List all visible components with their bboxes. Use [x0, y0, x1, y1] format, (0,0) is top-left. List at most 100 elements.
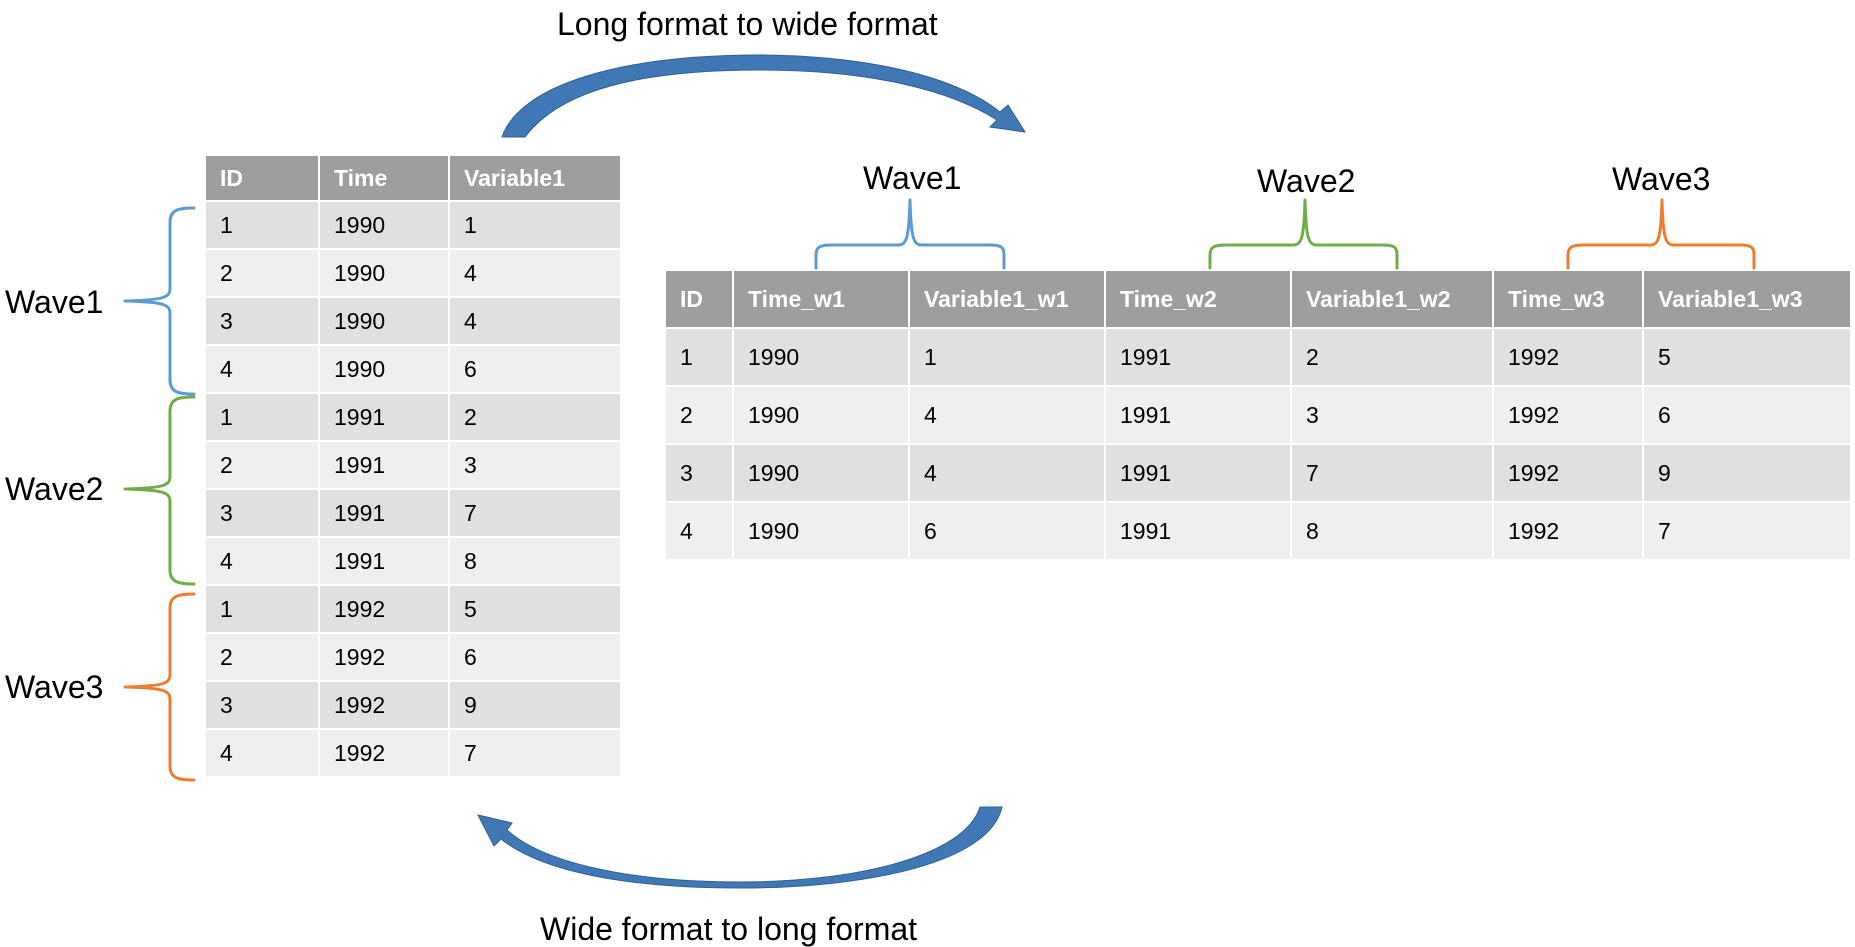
wide-table-row: 1 1990 1 1991 2 1992 5: [666, 329, 1850, 385]
long-format-table: ID Time Variable1 1 1990 1 2 1990 4 3 1990 4 4 199…: [204, 154, 622, 778]
wide-table-cell: 4: [910, 445, 1104, 501]
wide-table-cell: 6: [910, 503, 1104, 559]
wide-table-cell: 2: [1292, 329, 1492, 385]
brace-wave3-wide-icon: [1566, 198, 1756, 270]
long-table-cell: 3: [206, 298, 318, 344]
long-table-cell: 1990: [320, 298, 448, 344]
wide-table-cell: 9: [1644, 445, 1850, 501]
wide-header-time-w2: Time_w2: [1106, 271, 1290, 327]
wide-table-cell: 1992: [1494, 329, 1642, 385]
wave1-label-long: Wave1: [5, 284, 104, 320]
long-table-cell: 3: [206, 490, 318, 536]
arrow-wide-to-long-icon: [477, 806, 1003, 889]
long-table-cell: 2: [206, 634, 318, 680]
wide-table-cell: 8: [1292, 503, 1492, 559]
wide-table-cell: 5: [1644, 329, 1850, 385]
long-table-cell: 1: [450, 202, 620, 248]
wide-table-cell: 7: [1292, 445, 1492, 501]
long-table-cell: 1992: [320, 634, 448, 680]
long-table-row: 1 1992 5: [206, 586, 620, 632]
long-header-time: Time: [320, 156, 448, 200]
long-table-cell: 1991: [320, 490, 448, 536]
wide-table-row: 2 1990 4 1991 3 1992 6: [666, 387, 1850, 443]
wide-table-cell: 4: [910, 387, 1104, 443]
long-header-variable1: Variable1: [450, 156, 620, 200]
wide-table-cell: 1992: [1494, 387, 1642, 443]
long-table-cell: 4: [206, 538, 318, 584]
wave2-label-wide: Wave2: [1257, 163, 1356, 199]
caption-wide-to-long: Wide format to long format: [540, 911, 918, 947]
wide-table-cell: 1990: [734, 329, 908, 385]
wide-table-cell: 1990: [734, 445, 908, 501]
wide-table-cell: 6: [1644, 387, 1850, 443]
long-table-cell: 4: [450, 250, 620, 296]
long-table-cell: 6: [450, 346, 620, 392]
long-table-row: 2 1990 4: [206, 250, 620, 296]
long-table-row: 3 1990 4: [206, 298, 620, 344]
wide-table-cell: 4: [666, 503, 732, 559]
wide-table-cell: 7: [1644, 503, 1850, 559]
long-table-cell: 1991: [320, 394, 448, 440]
wide-table-cell: 1991: [1106, 503, 1290, 559]
wide-table-cell: 1990: [734, 387, 908, 443]
long-table-cell: 1991: [320, 538, 448, 584]
long-header-id: ID: [206, 156, 318, 200]
wide-format-table: ID Time_w1 Variable1_w1 Time_w2 Variable…: [664, 269, 1852, 561]
long-table-row: 1 1990 1: [206, 202, 620, 248]
long-table-row: 1 1991 2: [206, 394, 620, 440]
long-table-cell: 5: [450, 586, 620, 632]
long-table-cell: 7: [450, 730, 620, 776]
wide-table-cell: 2: [666, 387, 732, 443]
wave2-label-long: Wave2: [5, 471, 104, 507]
long-table-row: 4 1991 8: [206, 538, 620, 584]
wide-table-cell: 1: [910, 329, 1104, 385]
long-table-cell: 2: [450, 394, 620, 440]
long-table-cell: 1990: [320, 250, 448, 296]
long-table-cell: 1990: [320, 202, 448, 248]
long-table-cell: 1: [206, 202, 318, 248]
wide-table-header-row: ID Time_w1 Variable1_w1 Time_w2 Variable…: [666, 271, 1850, 327]
long-table-cell: 4: [206, 346, 318, 392]
long-table-cell: 7: [450, 490, 620, 536]
long-table-cell: 1992: [320, 682, 448, 728]
long-table-header-row: ID Time Variable1: [206, 156, 620, 200]
long-table-cell: 6: [450, 634, 620, 680]
wide-table-cell: 1991: [1106, 329, 1290, 385]
long-table-cell: 9: [450, 682, 620, 728]
long-table-cell: 1991: [320, 442, 448, 488]
wide-table-cell: 1: [666, 329, 732, 385]
wide-header-variable1-w1: Variable1_w1: [910, 271, 1104, 327]
long-table-cell: 2: [206, 250, 318, 296]
long-table-row: 3 1991 7: [206, 490, 620, 536]
long-table-row: 3 1992 9: [206, 682, 620, 728]
wide-table-row: 4 1990 6 1991 8 1992 7: [666, 503, 1850, 559]
long-table-cell: 1992: [320, 730, 448, 776]
arrow-long-to-wide-icon: [501, 54, 1026, 138]
long-table-cell: 4: [450, 298, 620, 344]
long-table-cell: 3: [206, 682, 318, 728]
long-table-row: 2 1991 3: [206, 442, 620, 488]
long-table-row: 4 1992 7: [206, 730, 620, 776]
wide-header-variable1-w3: Variable1_w3: [1644, 271, 1850, 327]
wide-header-time-w1: Time_w1: [734, 271, 908, 327]
wide-table-cell: 3: [666, 445, 732, 501]
wide-header-time-w3: Time_w3: [1494, 271, 1642, 327]
long-table-cell: 1: [206, 394, 318, 440]
wide-table-cell: 1992: [1494, 503, 1642, 559]
wide-table-cell: 1991: [1106, 445, 1290, 501]
wide-table-cell: 1991: [1106, 387, 1290, 443]
brace-wave3-long-icon: [123, 592, 196, 782]
brace-wave2-long-icon: [123, 395, 196, 586]
long-table-cell: 2: [206, 442, 318, 488]
wide-table-cell: 3: [1292, 387, 1492, 443]
brace-wave1-long-icon: [123, 206, 196, 396]
long-table-cell: 1990: [320, 346, 448, 392]
brace-wave2-wide-icon: [1208, 198, 1399, 270]
long-table-cell: 4: [206, 730, 318, 776]
long-table-cell: 8: [450, 538, 620, 584]
wide-header-id: ID: [666, 271, 732, 327]
wide-table-row: 3 1990 4 1991 7 1992 9: [666, 445, 1850, 501]
wave1-label-wide: Wave1: [863, 160, 962, 196]
